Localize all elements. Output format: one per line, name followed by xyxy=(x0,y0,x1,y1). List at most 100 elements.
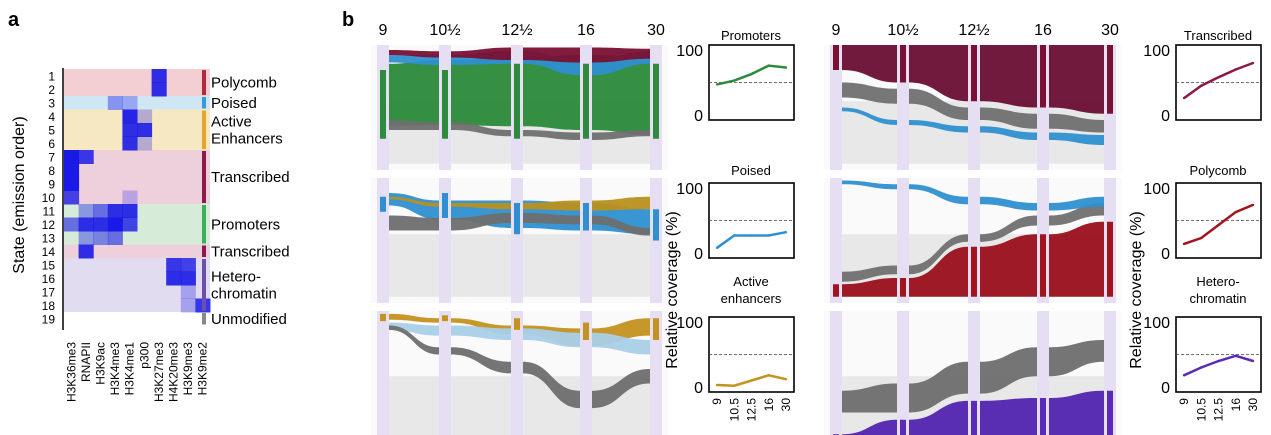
group-color-bar xyxy=(202,151,206,203)
flow-band xyxy=(980,398,1037,435)
flow-band xyxy=(909,400,968,435)
state-label: 1 xyxy=(48,70,55,84)
stage-segment xyxy=(442,315,448,322)
flow-band xyxy=(980,45,1037,108)
data-point xyxy=(1182,96,1186,100)
heatmap-cell xyxy=(78,217,94,232)
state-band xyxy=(64,177,210,191)
stage-column xyxy=(897,311,909,435)
state-label: 14 xyxy=(42,245,56,259)
x-tick-label: 9 xyxy=(710,398,724,405)
heatmap-cell xyxy=(180,298,196,313)
flow-band xyxy=(523,130,580,140)
y-tick-label: 0 xyxy=(1161,246,1170,263)
flow-band xyxy=(592,55,650,135)
panel-a-label: a xyxy=(8,9,20,31)
flow-band xyxy=(592,130,650,140)
flow-band xyxy=(980,347,1037,394)
state-label: 5 xyxy=(48,124,55,138)
stage-segment xyxy=(653,318,659,340)
group-label: Poised xyxy=(211,95,257,112)
flow-band xyxy=(909,120,968,133)
flow-band xyxy=(592,203,650,235)
stage-segment xyxy=(1107,390,1113,435)
group-color-bar xyxy=(202,110,206,149)
stage-segment xyxy=(442,70,448,139)
heatmap-cell xyxy=(107,217,123,232)
state-band xyxy=(64,96,210,110)
heatmap-cell xyxy=(180,271,196,286)
stage-column xyxy=(511,311,523,435)
mark-label: H3K9ac xyxy=(94,342,108,385)
flow-band xyxy=(909,184,968,205)
chart-title-line2: chromatin xyxy=(1189,291,1246,306)
flow-band xyxy=(1049,45,1104,114)
coverage-charts: Promoters 0 100 Poised 0 100 Active enhancers 0 1… xyxy=(676,28,1262,422)
heatmap-cell xyxy=(64,190,80,205)
flow-band xyxy=(451,325,511,340)
state-label: 4 xyxy=(48,110,55,124)
flow-band xyxy=(842,383,897,413)
stage-segment xyxy=(1107,221,1113,297)
alluvial-plots xyxy=(371,45,1122,435)
heatmap-cell xyxy=(107,204,123,218)
flow-band xyxy=(909,234,968,275)
stage-segment xyxy=(653,209,659,241)
data-point xyxy=(1251,203,1255,207)
y-tick-label: 100 xyxy=(1143,181,1170,198)
state-label: 16 xyxy=(42,272,56,286)
y-tick-label: 0 xyxy=(1161,108,1170,125)
data-point xyxy=(733,234,736,237)
flow-band xyxy=(389,50,439,58)
flow-band xyxy=(980,107,1037,129)
data-point xyxy=(1182,242,1186,246)
group-color-bar xyxy=(202,205,206,244)
x-tick-label: 16 xyxy=(762,398,776,412)
y-tick-label: 100 xyxy=(1143,43,1170,60)
panel-b-label: b xyxy=(342,9,354,31)
group-color-bar xyxy=(202,70,206,95)
y-tick-label: 100 xyxy=(1143,315,1170,332)
flow-band xyxy=(1049,221,1104,297)
mark-label: H3K9me2 xyxy=(196,342,210,396)
group-label: Enhancers xyxy=(211,130,283,147)
chart-title: Promoters xyxy=(721,28,781,43)
flow-band xyxy=(592,215,650,236)
heatmap-cell xyxy=(93,217,109,232)
data-point xyxy=(784,231,788,234)
y-tick-label: 0 xyxy=(694,108,703,125)
chart-title: Polycomb xyxy=(1189,163,1246,178)
data-point xyxy=(1217,359,1220,363)
flow-band xyxy=(592,234,650,297)
state-label: 13 xyxy=(42,232,56,246)
x-tick-label: 12.5 xyxy=(1212,398,1226,422)
timepoint-label: 16 xyxy=(577,22,595,39)
mark-label: H3K9me3 xyxy=(181,342,195,396)
flow-band xyxy=(523,47,580,63)
data-point xyxy=(750,72,753,76)
heatmap-cell xyxy=(122,217,138,232)
data-point xyxy=(733,79,736,82)
mark-label: H3K4me1 xyxy=(123,342,137,396)
stage-segment xyxy=(900,419,906,435)
stage-column xyxy=(650,311,662,435)
chart-title-line1: Hetero- xyxy=(1196,274,1239,289)
y-tick-label: 100 xyxy=(676,43,703,60)
flow-band xyxy=(980,196,1037,211)
flow-band xyxy=(389,322,439,336)
group-label: Transcribed xyxy=(211,243,290,260)
state-label: 10 xyxy=(42,191,56,205)
x-tick-label: 16 xyxy=(1229,398,1243,412)
flow-band xyxy=(451,347,511,374)
group-color-bar xyxy=(202,97,206,109)
flow-band xyxy=(842,107,897,125)
mark-label: p300 xyxy=(137,342,151,369)
x-tick-label: 10.5 xyxy=(727,398,741,422)
ylabel-right: Relative coverage (%) xyxy=(1128,211,1145,368)
mark-labels: H3K36me3 RNAPII H3K9ac H3K4me3 H3K4me1 p300 H3… xyxy=(64,342,209,402)
stage-segment xyxy=(653,63,659,139)
flow-band xyxy=(980,215,1037,242)
state-label: 6 xyxy=(48,137,55,151)
stage-segment xyxy=(514,203,520,235)
